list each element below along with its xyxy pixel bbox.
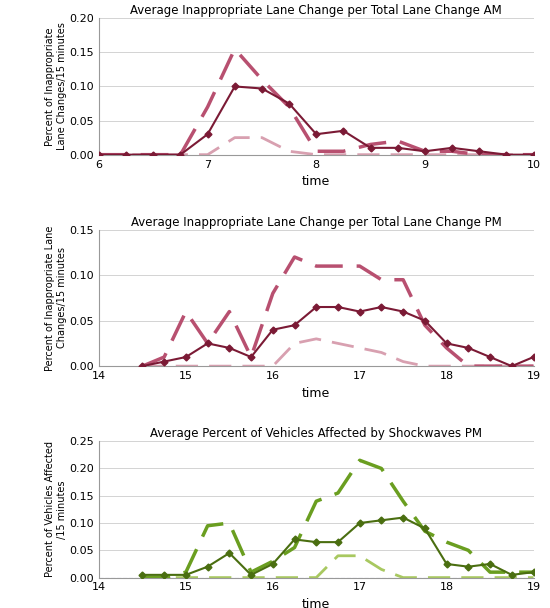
Title: Average Percent of Vehicles Affected by Shockwaves PM: Average Percent of Vehicles Affected by … [150, 427, 482, 440]
X-axis label: time: time [302, 175, 331, 188]
Title: Average Inappropriate Lane Change per Total Lane Change PM: Average Inappropriate Lane Change per To… [131, 216, 502, 229]
Y-axis label: Percent of Inappropriate Lane
Changes/15 minutes: Percent of Inappropriate Lane Changes/15… [45, 225, 67, 371]
Title: Average Inappropriate Lane Change per Total Lane Change AM: Average Inappropriate Lane Change per To… [130, 4, 502, 17]
Y-axis label: Percent of Inappropriate
Lane Changes/15 minutes: Percent of Inappropriate Lane Changes/15… [45, 22, 67, 150]
Y-axis label: Percent of Vehicles Affected
/15 minutes: Percent of Vehicles Affected /15 minutes [45, 441, 67, 578]
X-axis label: time: time [302, 598, 331, 608]
X-axis label: time: time [302, 387, 331, 399]
